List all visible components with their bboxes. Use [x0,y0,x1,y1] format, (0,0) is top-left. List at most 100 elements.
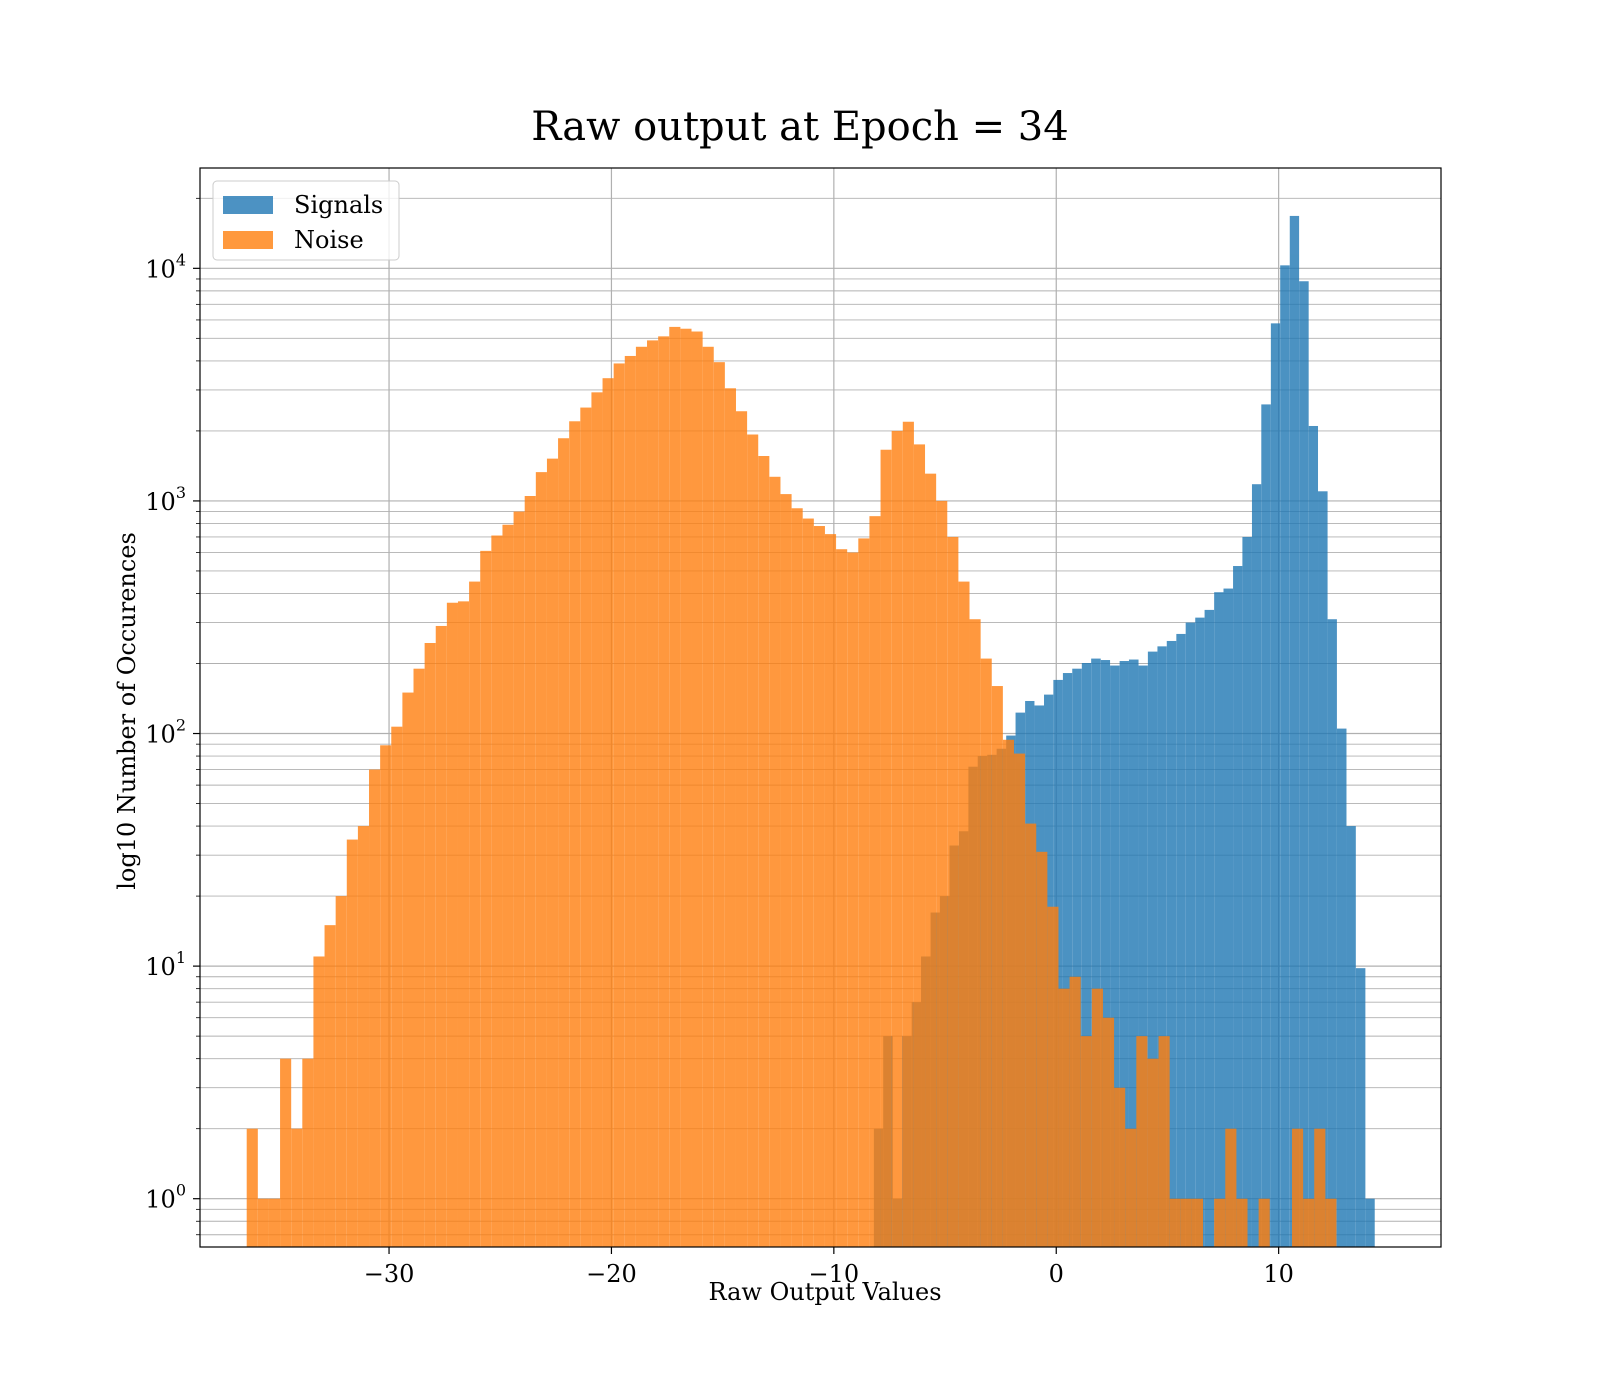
noise-bar [902,421,914,1247]
noise-bar [357,826,370,1247]
noise-bar [291,1128,303,1247]
noise-bar [1303,1198,1315,1247]
noise-bar [535,472,547,1247]
noise-bar [913,444,926,1247]
y-tick-label-base: 10 [145,255,176,283]
noise-bar [1191,1198,1204,1247]
noise-bar [658,336,670,1247]
y-tick-label-exponent: 2 [176,716,186,735]
noise-bar [457,601,470,1247]
noise-bar [380,745,392,1247]
noise-bar [1136,1036,1148,1247]
noise-bar [268,1198,281,1247]
noise-bar [502,524,514,1247]
noise-bar [702,346,714,1247]
noise-bar [591,392,603,1247]
signals-bar [1062,673,1073,1247]
noise-bar [858,538,870,1247]
noise-bar [513,511,525,1247]
noise-bar [769,476,781,1247]
noise-bar [346,839,358,1247]
signals-bar [1166,640,1177,1247]
noise-bar [1114,1087,1126,1247]
plot-frame [199,167,1442,1248]
y-tick-label: 103 [145,483,186,516]
noise-bar [1080,1036,1092,1247]
noise-bar [1091,988,1103,1247]
x-axis-label: Raw Output Values [708,1278,941,1306]
signals-bar [1336,728,1347,1247]
noise-bar [246,1128,258,1247]
signals-bar [1365,1198,1375,1247]
noise-bar [402,692,414,1247]
noise-bar [1069,976,1081,1247]
noise-bar [802,518,814,1247]
noise-bar [936,500,948,1247]
noise-bar [713,362,725,1247]
noise-bar [724,388,736,1247]
signals-bar [1157,646,1167,1247]
noise-bar [491,535,503,1247]
noise-bar [569,421,581,1247]
noise-bar [302,1058,314,1247]
noise-bar [1047,906,1059,1247]
noise-bar [257,1198,269,1247]
y-tick-label: 100 [145,1181,186,1214]
y-tick-label-base: 10 [145,953,176,981]
signals-bar [1299,281,1309,1247]
signals-bar [1214,592,1224,1247]
y-axis-label: log10 Number of Occurences [113,532,141,890]
signals-bar [1147,651,1158,1247]
noise-bar [369,769,381,1247]
chart-title: Raw output at Epoch = 34 [531,104,1068,150]
x-tick-label: −10 [809,1260,860,1288]
signals-bar [1110,665,1120,1247]
signals-bar [1204,609,1215,1247]
noise-bar [824,534,837,1247]
signals-bar [1100,660,1111,1247]
noise-bar [980,658,992,1247]
x-tick-label: 10 [1263,1260,1294,1288]
noise-bar [313,956,325,1247]
noise-bar [1025,823,1037,1247]
signals-bar [1251,484,1262,1247]
noise-bar [958,581,970,1247]
legend-swatch-signals [223,196,273,214]
noise-bar [747,434,759,1247]
signals-bar [1308,425,1319,1247]
noise-bar [1258,1198,1270,1247]
y-tick-label-exponent: 0 [176,1181,186,1200]
noise-bar [813,526,825,1247]
noise-bar [280,1058,292,1247]
noise-bar [1002,739,1014,1247]
noise-bar [991,686,1003,1247]
noise-bar [613,363,625,1247]
y-tick-label-exponent: 1 [176,948,186,967]
noise-bar [925,473,937,1247]
noise-bar [680,328,692,1247]
y-tick-label: 104 [145,250,186,283]
noise-bar [1214,1198,1226,1247]
x-tick-label: −30 [364,1260,415,1288]
noise-bar [1147,1058,1159,1247]
noise-bar [791,508,803,1247]
noise-bar [1180,1198,1192,1247]
noise-bar [969,619,981,1247]
noise-bar [469,581,481,1247]
signals-bar [1176,633,1186,1247]
noise-bar [391,726,403,1247]
noise-bar [780,494,792,1247]
noise-bar [869,516,881,1247]
noise-bar [669,326,681,1247]
noise-bar [435,625,447,1247]
signals-bar [1185,622,1196,1247]
signals-bar [1270,323,1281,1247]
noise-bar [558,438,570,1247]
noise-bar [524,495,536,1247]
signals-bar [1346,826,1356,1247]
signals-bar [1355,968,1366,1247]
legend-swatch-noise [223,231,273,249]
noise-bar [546,458,559,1247]
